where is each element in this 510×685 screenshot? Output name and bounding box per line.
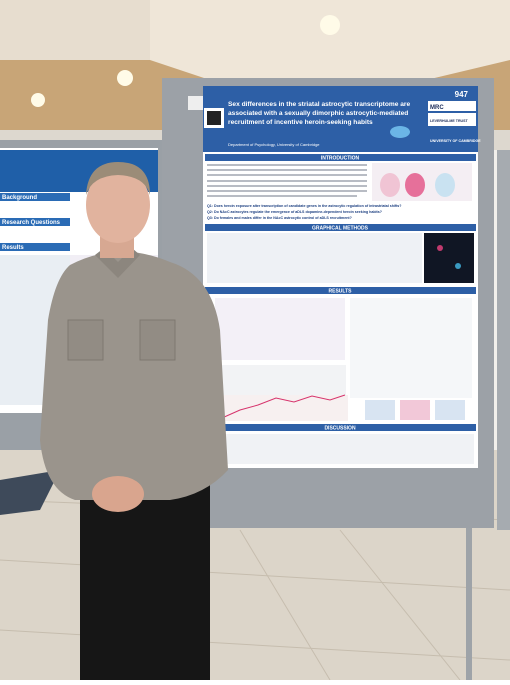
shirt bbox=[40, 251, 228, 500]
micrograph-cell bbox=[455, 263, 461, 269]
poster-title: recruitment of incentive heroin-seeking … bbox=[228, 119, 373, 126]
methods-micrograph bbox=[424, 233, 474, 283]
section-bar bbox=[205, 154, 476, 161]
poster-title: associated with a sexually dimorphic ast… bbox=[228, 110, 408, 117]
section-bar bbox=[205, 424, 476, 431]
section-heading: RESULTS bbox=[329, 289, 353, 295]
poster-title: Sex differences in the striatal astrocyt… bbox=[228, 101, 410, 108]
figure-shape bbox=[380, 173, 400, 197]
section-heading: GRAPHICAL METHODS bbox=[312, 226, 369, 232]
logo-icon bbox=[390, 126, 410, 138]
section-bar bbox=[205, 287, 476, 294]
face bbox=[86, 167, 150, 243]
results-box bbox=[365, 400, 395, 420]
figure-shape bbox=[435, 173, 455, 197]
left-section: Background bbox=[2, 195, 37, 201]
text-line bbox=[207, 174, 367, 176]
logo: LEVERHULME TRUST bbox=[430, 119, 469, 123]
left-section-bar bbox=[0, 193, 70, 201]
qr-pattern bbox=[207, 111, 221, 125]
person bbox=[40, 162, 228, 680]
hands bbox=[92, 476, 144, 512]
text-line bbox=[207, 180, 367, 182]
results-line bbox=[221, 394, 346, 419]
trousers bbox=[80, 480, 210, 680]
results-box bbox=[435, 400, 465, 420]
logo: MRC bbox=[430, 105, 444, 111]
results-figure bbox=[350, 298, 472, 398]
hair bbox=[86, 162, 150, 195]
floor-mat bbox=[0, 470, 60, 515]
ceiling-light bbox=[117, 70, 133, 86]
left-section: Research Questions bbox=[2, 220, 61, 226]
results-figure bbox=[215, 298, 345, 360]
tile-line bbox=[239, 529, 331, 681]
logo-box bbox=[428, 113, 476, 126]
question: Q1: Does heroin exposure alter transcrip… bbox=[207, 204, 402, 208]
text-line bbox=[207, 195, 357, 197]
results-box bbox=[400, 400, 430, 420]
figure-shape bbox=[405, 173, 425, 197]
ceiling-light bbox=[320, 15, 340, 35]
text-line bbox=[207, 185, 367, 187]
micrograph-cell bbox=[437, 245, 443, 251]
board-leg bbox=[466, 500, 472, 680]
results-figure bbox=[218, 365, 346, 395]
left-section: Results bbox=[2, 245, 24, 251]
results-graph bbox=[218, 395, 348, 421]
affiliation: Department of Psychology, University of … bbox=[228, 142, 320, 147]
section-heading: DISCUSSION bbox=[324, 426, 356, 432]
poster-number: 947 bbox=[455, 90, 469, 99]
text-line bbox=[207, 190, 367, 192]
ceiling-light bbox=[31, 93, 45, 107]
section-bar bbox=[205, 224, 476, 231]
question: Q3: Do females and males differ in the N… bbox=[207, 216, 352, 220]
tile-line bbox=[339, 529, 461, 681]
section-heading: INTRODUCTION bbox=[321, 156, 360, 162]
logo-box bbox=[428, 101, 476, 111]
discussion-text bbox=[207, 434, 474, 464]
right-board bbox=[497, 150, 510, 530]
left-section-bar bbox=[0, 243, 70, 251]
left-section-bar bbox=[0, 218, 70, 226]
pocket bbox=[139, 319, 176, 361]
text-line bbox=[207, 169, 367, 171]
text-line bbox=[207, 164, 367, 166]
pocket bbox=[67, 319, 104, 361]
methods-figure bbox=[207, 233, 422, 283]
question: Q2: Do NAcC astrocytes regulate the emer… bbox=[207, 210, 382, 214]
intro-text bbox=[207, 164, 367, 197]
board-label bbox=[188, 96, 204, 110]
logo: UNIVERSITY OF CAMBRIDGE bbox=[430, 139, 481, 143]
